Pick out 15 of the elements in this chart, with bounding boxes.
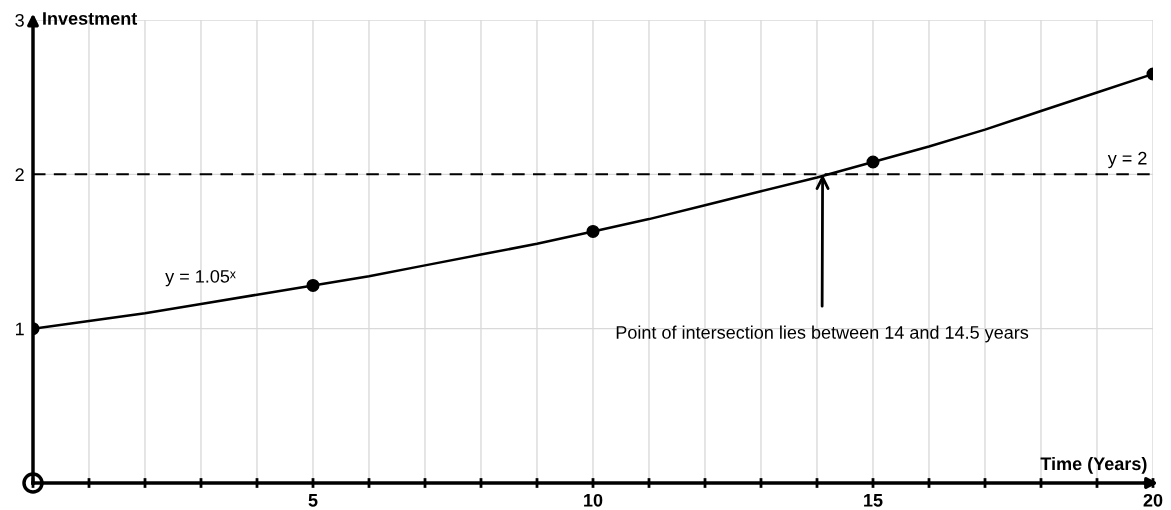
point <box>866 155 880 169</box>
point <box>586 224 600 238</box>
y-tick-label: 2 <box>15 168 24 181</box>
point <box>306 278 320 292</box>
x-tick-label: 5 <box>308 494 318 507</box>
ref-line-label: y = 2 <box>1107 151 1147 169</box>
annotation: Point of intersection lies between 14 and 14.5 years <box>616 325 1029 343</box>
annotation: y = 1.05ˣ <box>165 269 236 287</box>
x-tick-label: 20 <box>1143 493 1163 507</box>
y-tick-label: 3 <box>15 13 24 27</box>
x-tick-label: 10 <box>584 493 603 507</box>
x-axis-title: Time (Years) <box>1040 456 1147 474</box>
x-tick-label: 15 <box>864 494 883 507</box>
y-axis-title: Investment <box>43 12 138 25</box>
y-tick-label: 1 <box>16 322 24 336</box>
